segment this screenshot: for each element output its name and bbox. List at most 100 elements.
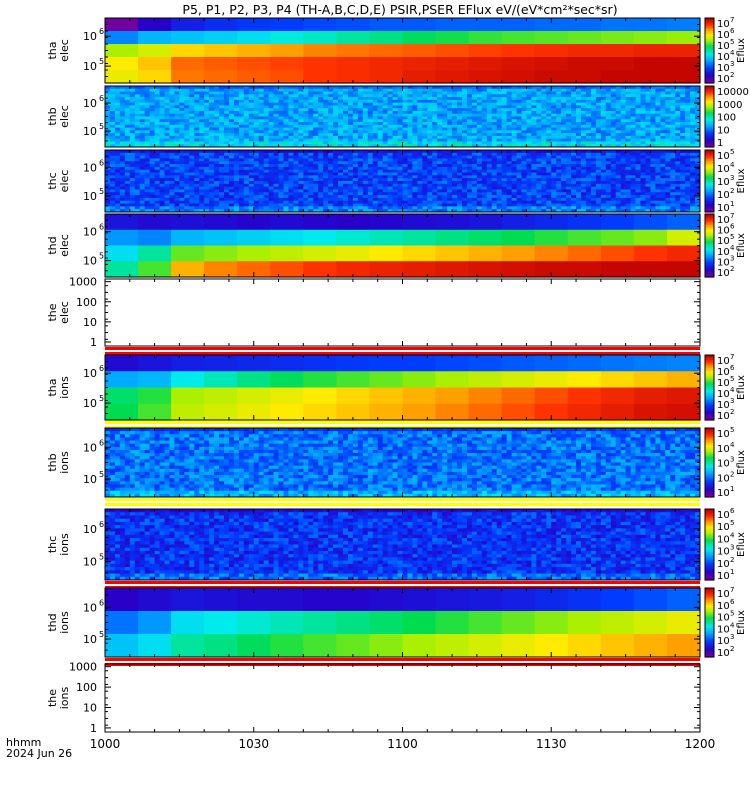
data-cell — [477, 100, 482, 103]
data-cell — [655, 119, 660, 122]
data-cell — [561, 141, 566, 144]
data-cell — [269, 130, 274, 133]
data-cell — [209, 130, 214, 133]
data-cell — [303, 18, 337, 32]
colorbar-tick-label: 10 — [717, 125, 730, 136]
data-cell — [422, 89, 427, 92]
data-cell — [522, 130, 527, 133]
data-cell — [452, 130, 457, 133]
data-cell — [179, 141, 184, 144]
data-cell — [274, 130, 279, 133]
data-cell — [591, 119, 596, 122]
data-cell — [432, 141, 437, 144]
data-cell — [338, 130, 343, 133]
data-cell — [581, 100, 586, 103]
data-cell — [189, 89, 194, 92]
data-cell — [670, 130, 675, 133]
data-cell — [313, 89, 318, 92]
data-cell — [526, 119, 531, 122]
data-cell — [155, 141, 160, 144]
data-cell — [586, 141, 591, 144]
data-cell — [631, 130, 636, 133]
data-cell — [655, 130, 660, 133]
data-cell — [616, 130, 621, 133]
data-cell — [293, 111, 298, 114]
data-cell — [690, 119, 695, 122]
data-cell — [363, 111, 368, 114]
data-cell — [467, 89, 472, 92]
data-cell — [442, 130, 447, 133]
data-cell — [393, 119, 398, 122]
data-cell — [447, 130, 452, 133]
data-cell — [171, 18, 205, 32]
data-cell — [477, 141, 482, 144]
data-cell — [541, 141, 546, 144]
data-cell — [174, 89, 179, 92]
data-cell — [288, 141, 293, 144]
data-cell — [234, 89, 239, 92]
data-cell — [531, 141, 536, 144]
data-cell — [259, 141, 264, 144]
data-cell — [378, 111, 383, 114]
data-cell — [512, 141, 517, 144]
data-cell — [541, 100, 546, 103]
data-cell — [269, 89, 274, 92]
data-cell — [264, 141, 269, 144]
data-cell — [611, 89, 616, 92]
data-cell — [171, 31, 205, 45]
data-cell — [596, 130, 601, 133]
data-cell — [135, 100, 140, 103]
data-cell — [403, 70, 437, 84]
data-cell — [358, 119, 363, 122]
data-cell — [237, 57, 271, 71]
data-cell — [165, 89, 170, 92]
data-cell — [477, 111, 482, 114]
data-cell — [343, 100, 348, 103]
data-cell — [214, 130, 219, 133]
data-cell — [189, 119, 194, 122]
data-cell — [568, 18, 602, 32]
data-cell — [393, 130, 398, 133]
data-cell — [556, 130, 561, 133]
data-cell — [561, 119, 566, 122]
data-cell — [194, 89, 199, 92]
data-cell — [279, 130, 284, 133]
data-cell — [566, 130, 571, 133]
data-cell — [417, 130, 422, 133]
data-cell — [214, 119, 219, 122]
data-cell — [631, 141, 636, 144]
data-cell — [536, 111, 541, 114]
data-cell — [571, 89, 576, 92]
data-cell — [507, 130, 512, 133]
data-cell — [487, 141, 492, 144]
data-cell — [581, 89, 586, 92]
data-cell — [363, 89, 368, 92]
data-cell — [333, 119, 338, 122]
data-cell — [363, 119, 368, 122]
data-cell — [457, 89, 462, 92]
data-cell — [522, 100, 527, 103]
data-cell — [303, 31, 337, 45]
data-cell — [288, 119, 293, 122]
data-cell — [670, 89, 675, 92]
data-cell — [447, 100, 452, 103]
data-cell — [279, 119, 284, 122]
data-cell — [184, 89, 189, 92]
data-cell — [274, 89, 279, 92]
y-label-species: elec — [58, 105, 71, 128]
data-cell — [611, 141, 616, 144]
data-cell — [244, 111, 249, 114]
data-cell — [680, 89, 685, 92]
data-cell — [393, 141, 398, 144]
data-cell — [179, 100, 184, 103]
data-cell — [601, 44, 635, 58]
data-cell — [398, 100, 403, 103]
data-cell — [288, 130, 293, 133]
data-cell — [427, 119, 432, 122]
data-cell — [407, 141, 412, 144]
data-cell — [150, 130, 155, 133]
data-cell — [621, 130, 626, 133]
data-cell — [303, 111, 308, 114]
